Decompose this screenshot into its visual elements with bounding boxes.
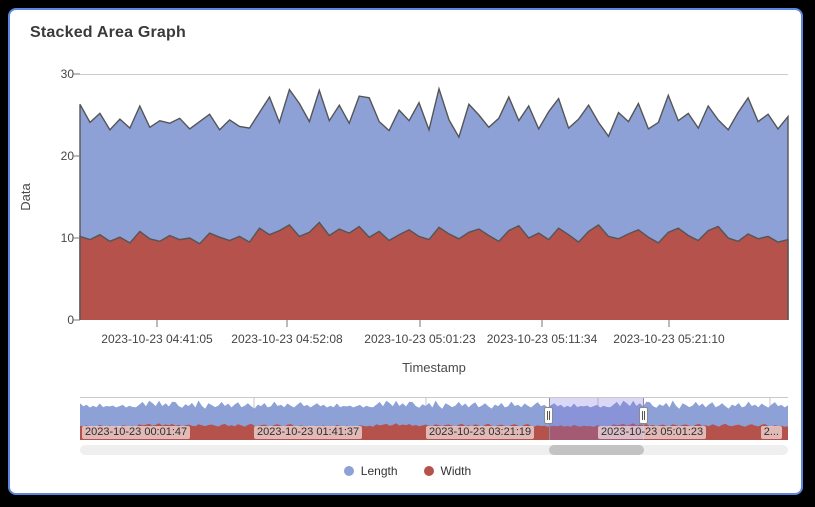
x-tick-1: 2023-10-23 04:41:05 [101,332,213,346]
navigator-scrollbar-thumb[interactable] [548,445,644,455]
legend-item-width[interactable]: Width [423,464,472,478]
y-axis-title: Data [18,183,33,211]
y-tick-20: 20 [60,149,74,163]
y-tick-30: 30 [60,67,74,81]
nav-tick-1: 2023-10-23 00:01:47 [82,426,191,439]
navigator-right-handle[interactable] [638,407,648,424]
chart-title: Stacked Area Graph [30,24,186,41]
x-tick-3: 2023-10-23 05:01:23 [364,332,476,346]
x-axis-title: Timestamp [402,360,466,375]
x-tick-2: 2023-10-23 04:52:08 [231,332,343,346]
nav-tick-5: 2... [760,426,782,439]
y-tick-10: 10 [60,231,74,245]
length-series-marker [343,466,354,476]
navigator-scrollbar-track[interactable] [80,445,788,455]
nav-tick-3: 2023-10-23 03:21:19 [426,426,535,439]
legend-label-width: Width [440,464,472,478]
legend-item-length[interactable]: Length [343,464,398,478]
legend-label-length: Length [360,464,398,478]
width-series-marker [423,466,434,476]
nav-tick-4: 2023-10-23 05:01:23 [598,426,707,439]
legend: Length Width [10,461,805,481]
navigator-left-handle[interactable] [543,407,553,424]
x-tick-5: 2023-10-23 05:21:10 [613,332,725,346]
x-tick-4: 2023-10-23 05:11:34 [486,332,598,346]
y-tick-0: 0 [67,313,74,327]
range-navigator[interactable]: 2023-10-23 00:01:47 2023-10-23 01:41:37 … [80,397,788,440]
chart-card: Stacked Area Graph 30 20 10 0 Data 2023-… [8,8,803,495]
nav-tick-2: 2023-10-23 01:41:37 [254,426,363,439]
stacked-area-plot [73,73,789,327]
